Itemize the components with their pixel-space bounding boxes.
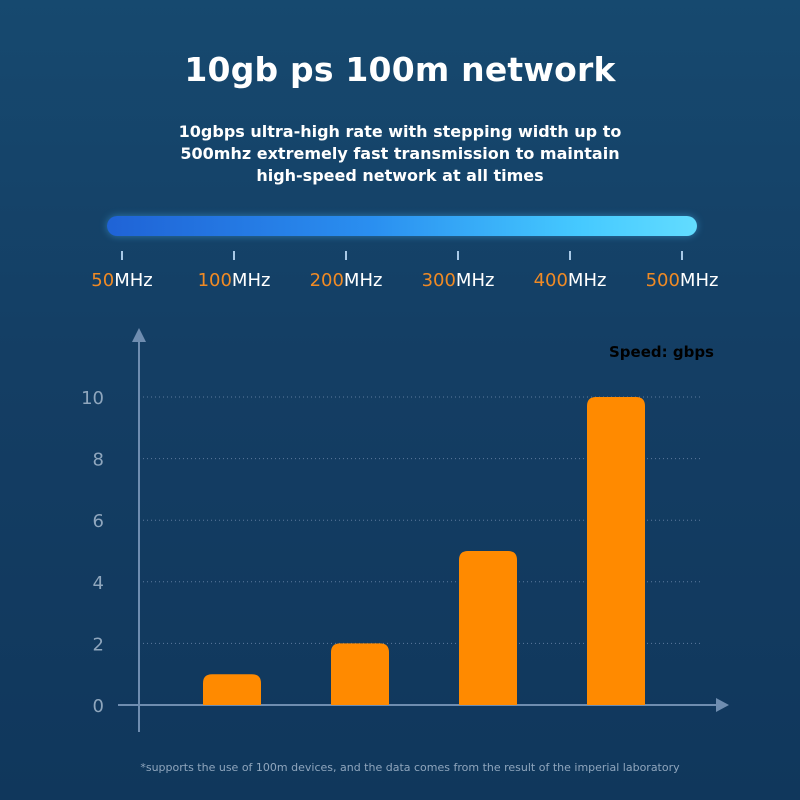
chart-bars: [203, 397, 645, 705]
y-tick-labels: 0 2 4 6 8 10: [81, 388, 104, 717]
y-tick-label: 2: [93, 634, 104, 655]
frequency-tick: [233, 251, 235, 260]
subtitle-line-3: high-speed network at all times: [256, 166, 544, 185]
frequency-label-500: 500MHz: [645, 270, 719, 291]
frequency-tick: [569, 251, 571, 260]
subtitle-line-2: 500mhz extremely fast transmission to ma…: [180, 144, 620, 163]
frequency-label-400: 400MHz: [533, 270, 607, 291]
frequency-tick: [121, 251, 123, 260]
page-title: 10gb ps 100m network: [184, 50, 616, 89]
frequency-tick: [457, 251, 459, 260]
y-axis-arrow-icon: [132, 328, 146, 342]
frequency-tick: [681, 251, 683, 260]
y-tick-label: 0: [93, 696, 104, 717]
frequency-tick: [345, 251, 347, 260]
x-axis-arrow-icon: [716, 698, 729, 712]
footnote: *supports the use of 100m devices, and t…: [140, 761, 680, 774]
subtitle-line-1: 10gbps ultra-high rate with stepping wid…: [178, 122, 622, 141]
frequency-label-300: 300MHz: [421, 270, 495, 291]
bar: [203, 674, 261, 705]
frequency-gradient-bar: [107, 216, 697, 236]
y-tick-label: 8: [93, 450, 104, 471]
y-tick-label: 6: [93, 511, 104, 532]
bar: [331, 643, 389, 705]
chart-gridlines: [139, 396, 700, 644]
page-subtitle: 10gbps ultra-high rate with stepping wid…: [150, 121, 650, 187]
frequency-label-200: 200MHz: [309, 270, 383, 291]
y-axis-unit-label: Speed: gbps: [609, 343, 714, 361]
y-tick-label: 10: [81, 388, 104, 409]
frequency-label-100: 100MHz: [197, 270, 271, 291]
bar: [587, 397, 645, 705]
bar: [459, 551, 517, 705]
y-tick-label: 4: [93, 573, 104, 594]
frequency-label-50: 50MHz: [91, 270, 153, 291]
